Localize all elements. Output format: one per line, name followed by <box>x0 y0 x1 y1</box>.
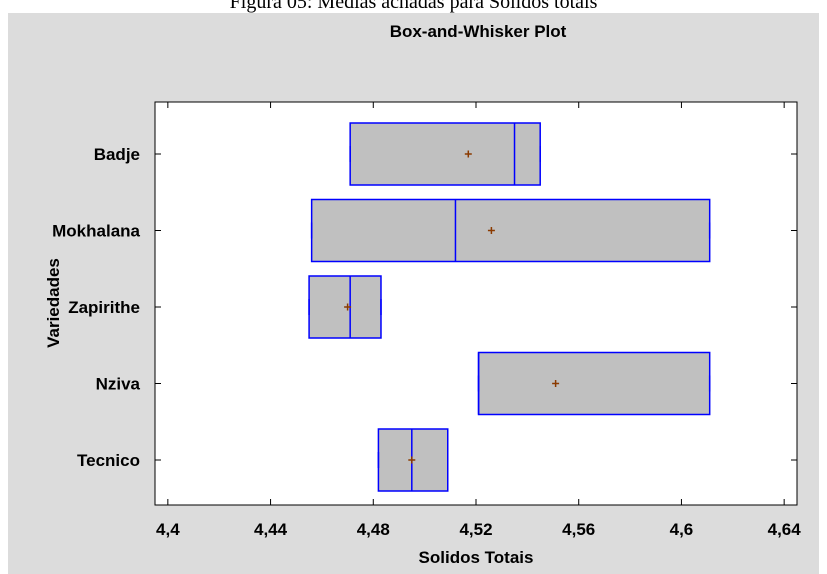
y-category-label: Nziva <box>96 375 141 394</box>
box-nziva <box>477 351 711 416</box>
x-tick-label: 4,52 <box>459 520 492 539</box>
box-mokhalana <box>310 198 711 263</box>
iqr-box <box>310 198 711 263</box>
x-axis-label: Solidos Totais <box>419 548 534 567</box>
y-category-label: Mokhalana <box>52 222 140 241</box>
x-tick-label: 4,56 <box>562 520 595 539</box>
x-axis-ticks: 4,4 4,44 4,48 4,52 4,56 4,6 4,64 <box>156 102 801 539</box>
x-tick-label: 4,44 <box>254 520 288 539</box>
iqr-box <box>477 351 711 416</box>
y-axis-labels: Badje Mokhalana Zapirithe Nziva Tecnico <box>52 145 797 470</box>
box-tecnico <box>377 428 449 492</box>
x-tick-label: 4,4 <box>156 520 180 539</box>
y-category-label: Badje <box>94 145 140 164</box>
box-zapirithe <box>308 275 382 339</box>
y-axis-label: Variedades <box>44 258 63 348</box>
x-tick-label: 4,48 <box>357 520 390 539</box>
figure-caption: Figura 05: Médias achadas para Sólidos t… <box>229 0 598 13</box>
y-category-label: Zapirithe <box>68 298 140 317</box>
y-category-label: Tecnico <box>77 451 140 470</box>
iqr-box <box>349 122 541 186</box>
x-tick-label: 4,6 <box>670 520 694 539</box>
box-badje <box>349 122 541 186</box>
boxes <box>308 122 711 492</box>
x-tick-label: 4,64 <box>768 520 802 539</box>
chart-title: Box-and-Whisker Plot <box>390 22 567 41</box>
